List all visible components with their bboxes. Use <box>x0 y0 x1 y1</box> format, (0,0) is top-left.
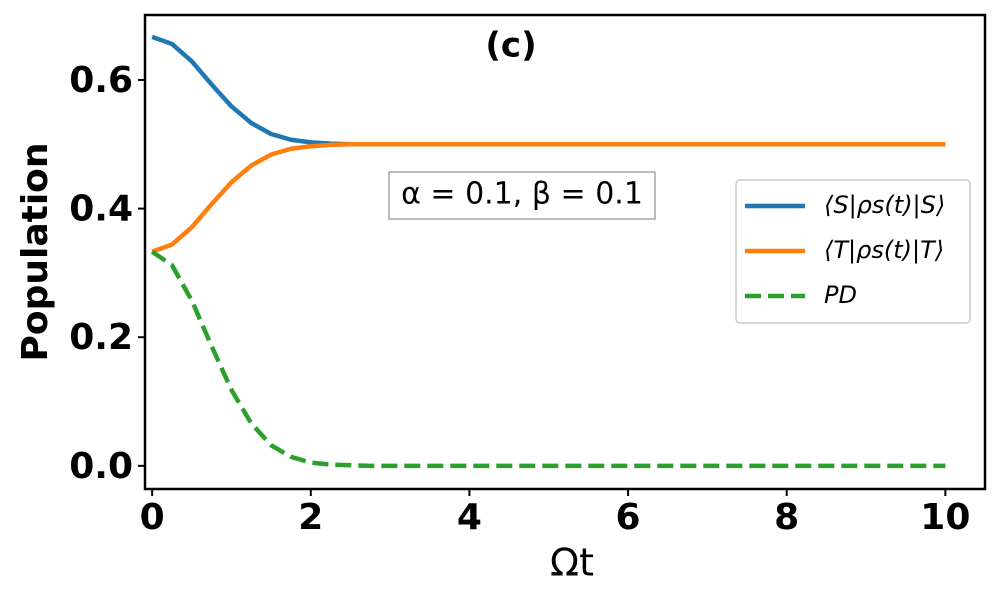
x-tick-label: 6 <box>616 497 641 538</box>
legend-label: ⟨S|ρs(t)|S⟩ <box>824 191 945 219</box>
y-tick-label: 0.4 <box>69 189 133 230</box>
x-tick-label: 10 <box>920 497 970 538</box>
annotation-box <box>388 171 656 220</box>
y-tick-label: 0.0 <box>69 446 133 487</box>
x-tick-label: 8 <box>774 497 799 538</box>
plot-area <box>150 34 946 469</box>
series-line <box>150 249 946 469</box>
y-axis-label: Population <box>15 142 56 361</box>
plot-frame <box>143 13 987 491</box>
legend-box <box>735 179 971 324</box>
series-line <box>151 142 946 254</box>
x-tick-label: 2 <box>298 497 323 538</box>
legend-label: PD <box>824 281 857 309</box>
legend: ⟨S|ρs(t)|S⟩ ⟨T|ρs(t)|T⟩ PD <box>735 179 971 324</box>
annotation: α = 0.1, β = 0.1 <box>401 177 643 212</box>
x-tick-label: 4 <box>457 497 482 538</box>
y-tick-label: 0.6 <box>69 60 133 101</box>
y-tick-label: 0.2 <box>69 317 133 358</box>
x-tick-label: 0 <box>140 497 165 538</box>
x-axis-label: Ωt <box>550 541 594 585</box>
legend-label: ⟨T|ρs(t)|T⟩ <box>824 236 944 264</box>
chart-title: (c) <box>485 26 536 66</box>
